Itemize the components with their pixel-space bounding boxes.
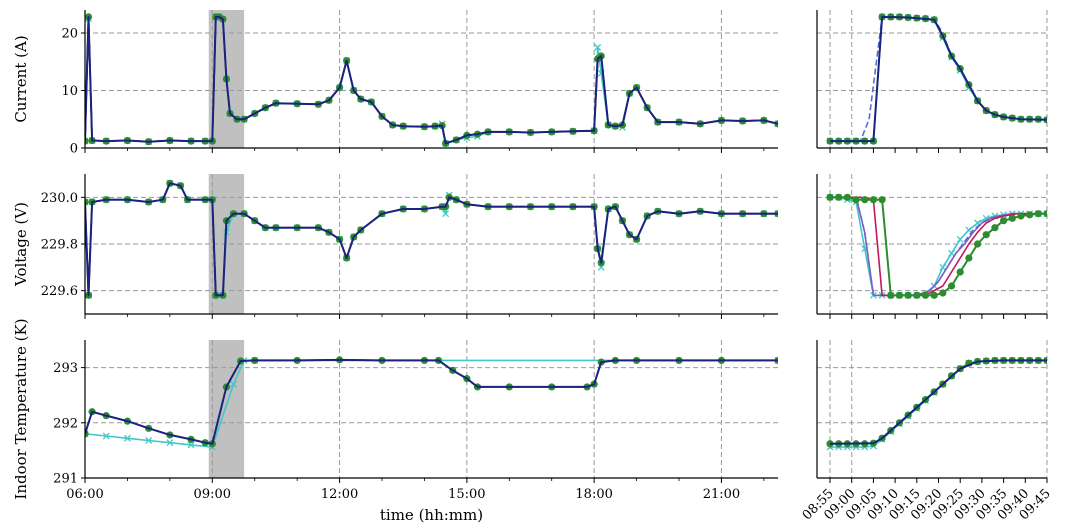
data-point	[123, 434, 131, 442]
series-line	[85, 15, 778, 145]
data-point	[145, 437, 153, 444]
y-tick-label: 229.6	[41, 284, 78, 299]
series-line	[830, 359, 1047, 445]
series-group	[85, 13, 778, 147]
series-line	[85, 359, 778, 448]
data-point	[1043, 210, 1047, 218]
data-point	[904, 291, 912, 299]
data-point	[1008, 214, 1016, 222]
series-line	[830, 16, 1047, 142]
voltage-zoom-panel	[816, 174, 1048, 319]
data-point	[869, 196, 878, 204]
data-point	[956, 235, 964, 243]
x-axis-label: time (hh:mm)	[380, 506, 483, 524]
data-point	[913, 291, 921, 299]
y-tick-label: 229.8	[41, 238, 78, 253]
data-point	[930, 291, 938, 299]
series-line	[829, 359, 1047, 445]
series-line	[85, 359, 778, 445]
data-point	[1034, 210, 1042, 218]
temperature-zoom-panel: 08:5509:0009:0509:1009:1509:2009:2509:30…	[800, 340, 1054, 523]
x-tick-label: 21:00	[703, 487, 740, 502]
y-tick-label: 293	[53, 361, 78, 376]
y-axis-label: Indoor Temperature (K)	[12, 318, 30, 499]
x-tick-label: 15:00	[448, 487, 485, 502]
data-point	[826, 193, 834, 201]
y-tick-label: 292	[53, 416, 78, 431]
data-point	[921, 291, 930, 299]
series-line	[85, 16, 778, 145]
data-point	[852, 196, 860, 204]
data-point	[982, 231, 990, 239]
series-group	[826, 13, 1047, 145]
data-point	[1026, 211, 1034, 219]
current-main-panel: 0 10 20 Current (A)	[12, 10, 778, 157]
data-point	[1000, 217, 1008, 225]
series-line	[85, 358, 778, 445]
data-point	[948, 249, 955, 257]
series-line	[85, 16, 778, 145]
data-point	[991, 224, 999, 232]
data-point	[973, 240, 982, 248]
data-point	[835, 193, 843, 201]
data-point	[956, 268, 964, 276]
data-point	[887, 291, 895, 299]
series-line	[85, 16, 778, 145]
data-point	[843, 193, 851, 201]
y-tick-label: 20	[61, 27, 78, 42]
series-group	[85, 356, 778, 451]
data-point	[861, 196, 869, 204]
voltage-main-panel: 229.6 229.8 230.0 Voltage (V)	[12, 174, 778, 319]
data-point	[442, 210, 450, 218]
series-line	[830, 359, 1047, 448]
y-axis-label: Current (A)	[12, 35, 30, 122]
data-point	[1017, 212, 1025, 220]
series-line	[830, 196, 1047, 297]
data-point	[939, 263, 947, 271]
series-line	[830, 16, 1047, 142]
data-point	[166, 439, 174, 447]
series-line	[830, 16, 1047, 142]
series-line	[85, 182, 778, 297]
data-point	[895, 291, 904, 299]
data-point	[947, 282, 956, 290]
series-group	[85, 179, 778, 299]
data-point	[939, 289, 947, 297]
y-tick-label: 230.0	[41, 191, 78, 206]
y-axis-label: Voltage (V)	[12, 202, 30, 287]
series-line	[830, 196, 1047, 297]
data-point	[187, 441, 195, 449]
series-line	[85, 16, 778, 145]
data-point	[965, 254, 973, 262]
series-line	[830, 15, 1047, 143]
temperature-main-panel: 291 292 293 Indoor Temperature (K) 06:00 09:0…	[12, 318, 778, 524]
data-point	[878, 196, 886, 204]
data-point	[594, 43, 602, 51]
y-tick-label: 0	[70, 142, 78, 157]
x-tick-label: 12:00	[321, 487, 358, 502]
x-tick-label: 09:00	[194, 487, 231, 502]
y-tick-label: 291	[53, 472, 78, 487]
data-point	[102, 432, 110, 440]
series-group	[826, 356, 1047, 451]
y-tick-label: 10	[61, 84, 78, 99]
data-point	[230, 380, 237, 388]
x-tick-label: 18:00	[575, 487, 612, 502]
x-tick-label: 06:00	[66, 487, 103, 502]
series-group	[826, 193, 1047, 299]
current-zoom-panel	[816, 10, 1048, 153]
